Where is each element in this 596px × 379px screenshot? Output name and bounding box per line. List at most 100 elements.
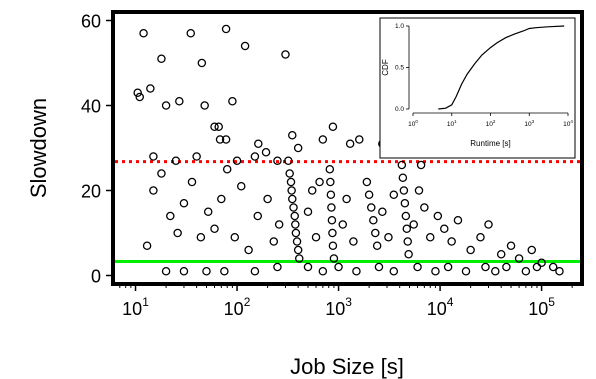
inset-x-tick-label: 103 <box>524 119 534 128</box>
data-point <box>404 249 413 259</box>
data-point <box>200 101 209 110</box>
data-point <box>146 84 155 93</box>
data-point <box>389 266 399 276</box>
data-point <box>157 169 166 178</box>
data-point <box>334 262 343 272</box>
data-point <box>338 220 348 229</box>
inset-y-tick-label: 0.0 <box>395 106 404 113</box>
data-point <box>502 262 511 272</box>
data-point <box>318 135 328 144</box>
inset-x-axis-label: Runtime [s] <box>470 139 510 148</box>
data-point <box>135 92 144 102</box>
data-point <box>329 254 339 263</box>
data-point <box>362 177 372 187</box>
data-point <box>179 198 189 208</box>
data-point <box>274 220 284 229</box>
data-point <box>521 266 531 276</box>
data-point <box>263 194 272 204</box>
y-tick-label: 0 <box>91 267 101 287</box>
x-tick-label: 102 <box>224 295 251 319</box>
plot-frame <box>111 10 584 286</box>
data-point <box>285 169 294 178</box>
data-point <box>328 122 338 132</box>
data-point <box>221 24 231 34</box>
data-point <box>273 262 282 272</box>
data-point <box>466 245 475 255</box>
data-point <box>398 173 408 182</box>
data-point <box>291 220 300 229</box>
data-point <box>345 139 355 148</box>
data-point <box>273 156 282 165</box>
inset-background <box>379 17 576 159</box>
data-point <box>293 143 303 153</box>
data-point <box>372 241 382 250</box>
data-point <box>413 262 422 272</box>
data-point <box>440 224 449 233</box>
data-point <box>532 262 542 272</box>
data-point <box>327 215 337 225</box>
data-point <box>378 207 387 216</box>
x-tick-label: 103 <box>325 295 352 319</box>
data-point <box>326 190 336 199</box>
data-point <box>240 41 250 51</box>
x-axis-label: Job Size [s] <box>290 354 404 379</box>
data-point <box>157 54 166 64</box>
data-point <box>161 101 171 110</box>
data-point <box>179 266 189 276</box>
inset-cdf-line <box>438 25 565 110</box>
data-point <box>311 232 321 242</box>
data-point <box>420 203 429 212</box>
data-point <box>453 215 463 225</box>
y-tick-label: 40 <box>81 97 101 117</box>
data-point <box>315 177 324 187</box>
data-point <box>403 237 412 246</box>
data-point <box>295 254 304 263</box>
main-ticks: 101 102 103 104 105 0 20 40 60 <box>81 12 573 319</box>
data-point <box>414 186 424 195</box>
data-point <box>196 232 206 242</box>
data-point <box>221 135 231 144</box>
x-tick-label: 104 <box>427 295 454 319</box>
inset-cdf-chart: 100 101 102 103 104 0.0 0.5 1.0 Runtime [s] CDF <box>379 17 576 159</box>
data-point <box>328 241 338 250</box>
data-point <box>203 207 213 216</box>
data-point <box>496 249 506 259</box>
data-point <box>149 186 158 195</box>
data-point <box>214 122 223 132</box>
data-point <box>222 164 232 174</box>
inset-y-axis-label: CDF <box>381 59 390 76</box>
inset-x-tick-label: 102 <box>486 119 496 128</box>
data-point <box>293 245 303 255</box>
data-point <box>303 207 313 216</box>
data-point <box>250 152 260 161</box>
data-point <box>399 186 409 195</box>
data-point <box>215 135 225 144</box>
data-point <box>433 211 443 221</box>
data-point <box>371 228 380 238</box>
data-point <box>443 262 453 272</box>
data-point <box>364 190 374 199</box>
data-point <box>431 266 440 276</box>
data-point <box>397 160 407 170</box>
data-point <box>161 266 171 276</box>
data-point <box>527 245 537 255</box>
data-point <box>149 152 158 161</box>
data-point <box>254 139 263 148</box>
data-point <box>328 228 337 238</box>
reference-lines <box>115 160 580 263</box>
data-point <box>476 232 485 242</box>
data-point <box>288 130 297 140</box>
data-point <box>461 266 471 276</box>
data-point <box>289 203 298 212</box>
inset-x-tick-label: 104 <box>563 119 573 128</box>
data-point <box>409 220 418 229</box>
data-point <box>220 266 229 276</box>
inset-y-tick-label: 0.5 <box>395 65 404 72</box>
data-point <box>217 194 226 204</box>
data-point <box>187 177 197 187</box>
data-point <box>261 147 271 157</box>
data-point <box>139 28 148 38</box>
data-point <box>210 122 219 132</box>
y-tick-label: 60 <box>81 12 101 32</box>
